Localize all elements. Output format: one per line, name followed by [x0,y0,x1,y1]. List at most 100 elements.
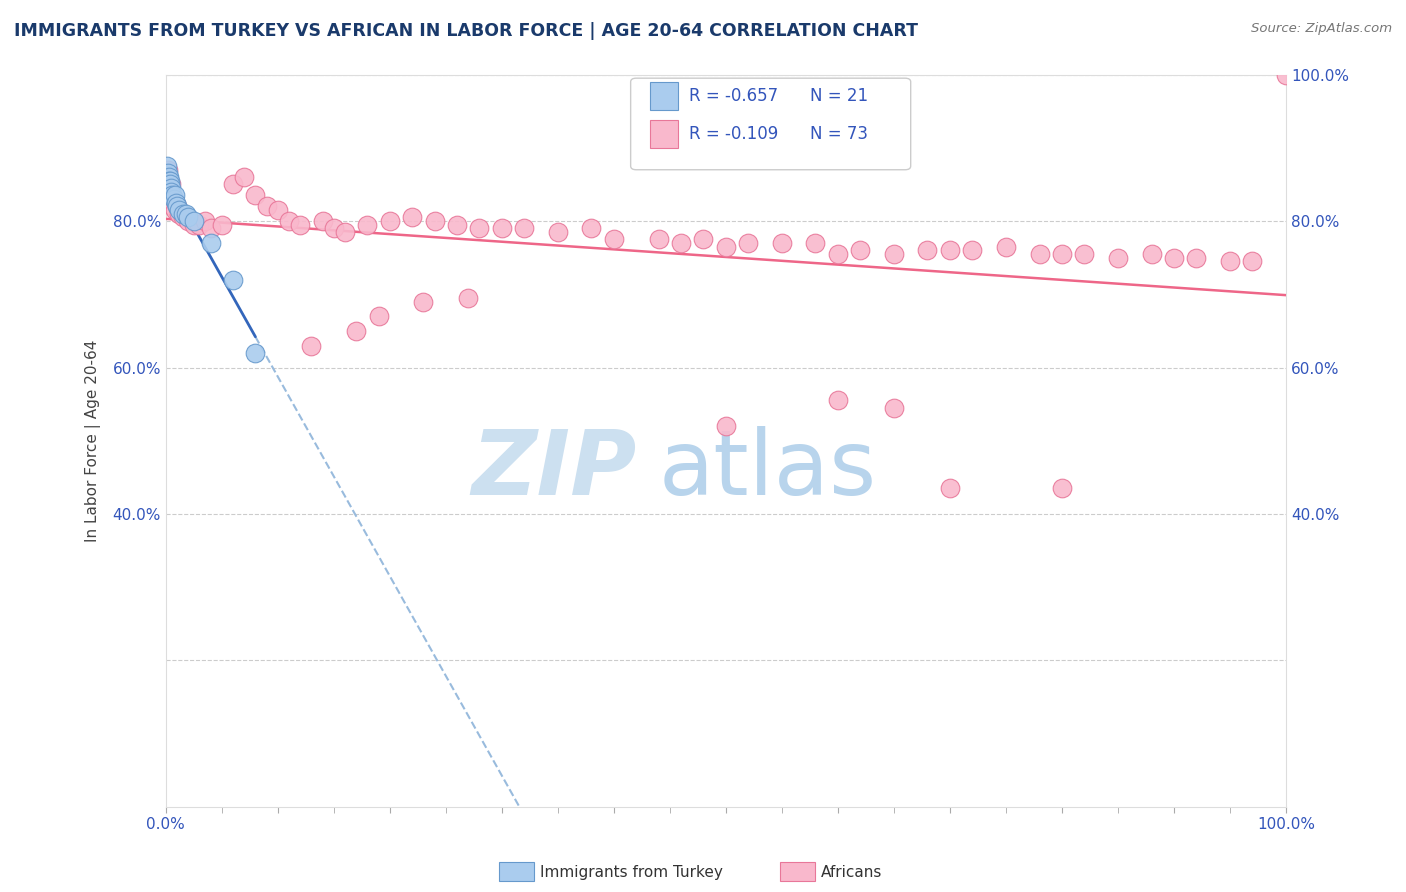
Point [167,202,190,217]
Point [692,232,714,246]
Point [183,218,205,232]
Text: R = -0.657: R = -0.657 [689,87,778,104]
Point [166,199,188,213]
Point [1050,247,1073,261]
Point [177,214,200,228]
Text: N = 73: N = 73 [810,125,868,143]
Point [1050,481,1073,495]
Point [401,211,423,225]
Point [157,181,180,195]
Point [156,162,179,177]
Point [804,235,827,250]
Point [714,419,737,434]
Point [233,170,256,185]
Point [267,202,290,217]
Point [1028,247,1050,261]
Point [1185,251,1208,265]
Point [939,481,962,495]
Text: Africans: Africans [821,865,883,880]
Bar [650,120,678,148]
Text: N = 21: N = 21 [810,87,868,104]
Point [278,214,301,228]
Point [160,178,183,192]
Point [962,244,984,258]
Point [344,324,367,338]
Point [160,181,183,195]
Point [172,207,194,221]
Point [1107,251,1129,265]
Point [827,393,849,408]
Point [156,174,179,188]
Point [1073,247,1095,261]
Point [513,221,536,235]
FancyBboxPatch shape [631,78,911,169]
Text: atlas: atlas [658,426,877,514]
Point [299,338,322,352]
Point [770,235,793,250]
Point [423,214,446,228]
Point [446,218,468,232]
Point [333,225,356,239]
Point [183,214,205,228]
Point [188,218,211,232]
Text: IMMIGRANTS FROM TURKEY VS AFRICAN IN LABOR FORCE | AGE 20-64 CORRELATION CHART: IMMIGRANTS FROM TURKEY VS AFRICAN IN LAB… [14,22,918,40]
Text: Source: ZipAtlas.com: Source: ZipAtlas.com [1251,22,1392,36]
Point [322,221,344,235]
Point [162,192,184,206]
Point [163,188,186,202]
Point [194,214,217,228]
Point [159,192,181,206]
Point [939,244,962,258]
Point [714,240,737,254]
Point [367,310,389,324]
Point [356,218,378,232]
Text: ZIP: ZIP [471,426,637,514]
Point [156,166,179,180]
Point [412,294,434,309]
Point [162,188,184,202]
Point [222,178,245,192]
Point [166,199,188,213]
Point [669,235,692,250]
Point [160,185,183,199]
Point [177,211,200,225]
Point [256,199,278,213]
Text: Immigrants from Turkey: Immigrants from Turkey [540,865,723,880]
Point [737,235,759,250]
Point [157,170,180,185]
Point [245,188,267,202]
Point [378,214,401,228]
Point [1140,247,1163,261]
Point [156,159,179,173]
Point [647,232,669,246]
Point [167,207,190,221]
Point [162,192,184,206]
Point [162,199,184,213]
Point [457,291,479,305]
Point [157,174,180,188]
Point [172,211,194,225]
Point [165,195,187,210]
Point [581,221,603,235]
Point [1219,254,1241,268]
Point [156,185,179,199]
Bar [650,82,678,110]
Text: R = -0.109: R = -0.109 [689,125,778,143]
Point [994,240,1017,254]
Point [883,401,905,415]
Point [163,202,186,217]
Point [1275,68,1298,82]
Point [290,218,312,232]
Point [174,207,197,221]
Point [603,232,626,246]
Point [827,247,849,261]
Point [883,247,905,261]
Point [547,225,569,239]
Point [491,221,513,235]
Point [468,221,491,235]
Point [1163,251,1185,265]
Point [159,178,181,192]
Point [849,244,872,258]
Point [222,272,245,286]
Point [1241,254,1264,268]
